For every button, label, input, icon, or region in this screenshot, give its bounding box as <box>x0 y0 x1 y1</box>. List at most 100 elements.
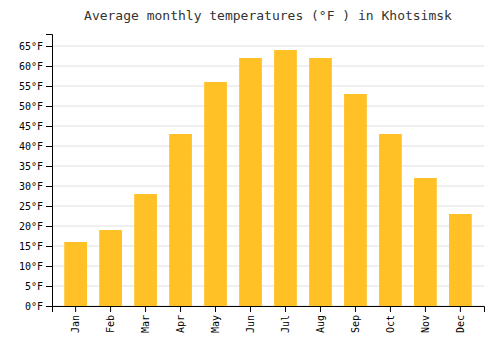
y-tick-mark <box>46 66 52 67</box>
y-tick-label: 25°F <box>19 201 43 212</box>
x-tick-label: Feb <box>105 315 116 333</box>
y-tick-label: 65°F <box>19 41 43 52</box>
x-tick-mark <box>145 306 146 312</box>
x-tick-label: Jun <box>245 315 256 333</box>
bar <box>449 214 472 306</box>
bar <box>99 230 122 306</box>
x-tick: Mar <box>140 306 151 333</box>
bar <box>239 58 262 306</box>
y-tick-label: 15°F <box>19 241 43 252</box>
plot: 0°F 5°F 10°F 15°F 20°F 25°F 30°F 35°F 40°F 45°F 50… <box>19 35 485 334</box>
x-tick: Nov <box>420 306 431 333</box>
x-tick-mark <box>75 306 76 312</box>
y-tick-label: 40°F <box>19 141 43 152</box>
x-tick-mark <box>110 306 111 312</box>
bar <box>204 82 227 306</box>
x-tick: Apr <box>175 306 186 333</box>
y-tick: 65°F <box>19 41 52 52</box>
y-tick: 55°F <box>19 81 52 92</box>
y-tick-mark <box>46 106 52 107</box>
bar <box>414 178 437 306</box>
y-tick-label: 35°F <box>19 161 43 172</box>
bar <box>379 134 402 306</box>
x-tick: Jul <box>280 306 291 333</box>
x-tick: Feb <box>105 306 116 333</box>
x-tick-label: Nov <box>420 315 431 333</box>
y-tick: 10°F <box>19 261 52 272</box>
x-tick: Sep <box>350 306 361 333</box>
y-tick-label: 55°F <box>19 81 43 92</box>
grid-line <box>52 166 484 167</box>
y-tick: 15°F <box>19 241 52 252</box>
x-tick: May <box>210 306 221 333</box>
y-tick: 20°F <box>19 221 52 232</box>
y-tick-mark <box>46 46 52 47</box>
y-tick: 35°F <box>19 161 52 172</box>
y-tick: 5°F <box>25 281 52 292</box>
chart: 0°F 5°F 10°F 15°F 20°F 25°F 30°F 35°F 40°F 45°F 50… <box>0 0 500 350</box>
y-tick-mark <box>46 246 52 247</box>
x-tick-label: May <box>210 315 221 333</box>
bar <box>309 58 332 306</box>
bar <box>344 94 367 306</box>
y-tick-label: 5°F <box>25 281 43 292</box>
y-tick: 40°F <box>19 141 52 152</box>
x-tick-label: Jul <box>280 315 291 333</box>
grid <box>52 46 484 306</box>
y-tick: 45°F <box>19 121 52 132</box>
y-tick-mark <box>46 86 52 87</box>
x-tick-mark <box>460 306 461 312</box>
x-tick: Oct <box>385 306 396 333</box>
x-tick: Dec <box>455 306 466 333</box>
x-tick: Jan <box>70 306 81 333</box>
x-tick-mark <box>320 306 321 312</box>
grid-line <box>52 86 484 87</box>
grid-line <box>52 46 484 47</box>
y-tick-mark <box>46 226 52 227</box>
y-tick: 50°F <box>19 101 52 112</box>
y-tick-label: 50°F <box>19 101 43 112</box>
x-tick-label: Oct <box>385 315 396 333</box>
y-tick-mark <box>46 126 52 127</box>
bar <box>274 50 297 306</box>
title: Average monthly temperatures (°F ) in Kh… <box>84 8 452 23</box>
x-tick-mark <box>180 306 181 312</box>
x-axis: Jan Feb Mar Apr May Jun Jul Aug Sep Oct Nov Dec <box>53 306 485 333</box>
y-tick-label: 10°F <box>19 261 43 272</box>
x-tick-mark <box>285 306 286 312</box>
x-tick-label: Mar <box>140 315 151 333</box>
grid-line <box>52 106 484 107</box>
bar <box>134 194 157 306</box>
x-tick: Jun <box>245 306 256 333</box>
x-axis-line <box>53 307 485 313</box>
y-tick-label: 20°F <box>19 221 43 232</box>
bars <box>64 50 472 306</box>
x-tick-mark <box>355 306 356 312</box>
y-tick: 25°F <box>19 201 52 212</box>
y-tick-mark <box>46 206 52 207</box>
grid-line <box>52 126 484 127</box>
y-tick-mark <box>46 186 52 187</box>
y-tick: 60°F <box>19 61 52 72</box>
y-axis: 0°F 5°F 10°F 15°F 20°F 25°F 30°F 35°F 40°F 45°F 50… <box>19 35 53 312</box>
x-tick-label: Aug <box>315 315 326 333</box>
y-tick-mark <box>46 306 52 307</box>
y-tick-label: 0°F <box>25 301 43 312</box>
y-tick-label: 60°F <box>19 61 43 72</box>
x-tick-label: Sep <box>350 315 361 333</box>
x-tick-mark <box>215 306 216 312</box>
y-tick-mark <box>46 166 52 167</box>
x-tick-mark <box>390 306 391 312</box>
x-tick-mark <box>250 306 251 312</box>
y-tick-label: 30°F <box>19 181 43 192</box>
y-tick-label: 45°F <box>19 121 43 132</box>
x-tick-label: Apr <box>175 315 186 333</box>
x-tick-label: Dec <box>455 315 466 333</box>
x-tick: Aug <box>315 306 326 333</box>
y-tick: 0°F <box>25 301 52 312</box>
y-axis-line <box>46 35 53 307</box>
y-tick-mark <box>46 146 52 147</box>
y-tick-mark <box>46 266 52 267</box>
y-tick: 30°F <box>19 181 52 192</box>
grid-line <box>52 66 484 67</box>
